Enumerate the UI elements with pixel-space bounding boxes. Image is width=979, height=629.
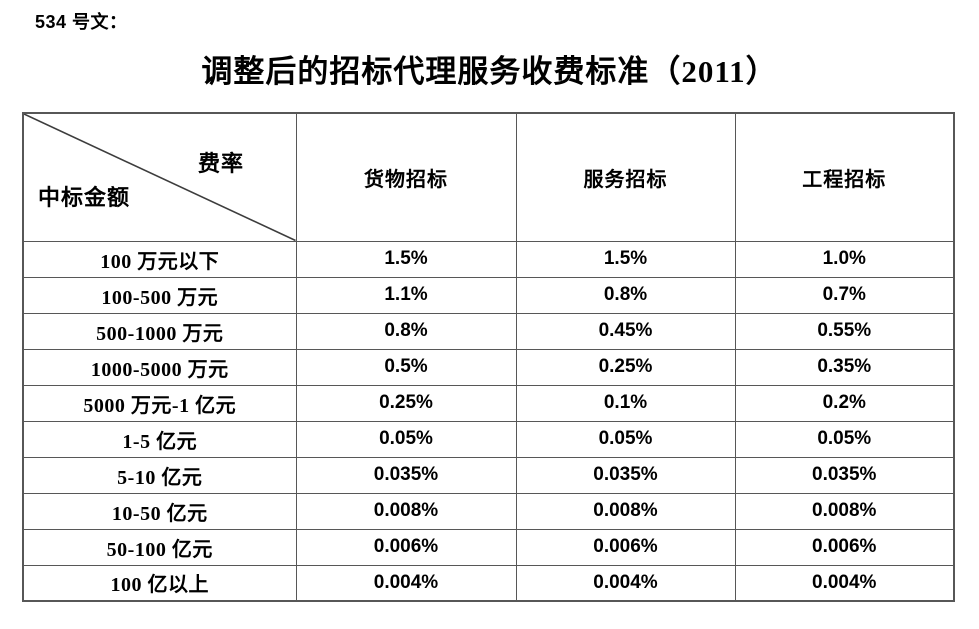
rate-cell: 0.006% xyxy=(515,528,736,566)
rate-cell: 1.5% xyxy=(515,240,736,278)
rate-cell: 0.25% xyxy=(515,348,736,386)
rate-cell: 0.035% xyxy=(734,456,955,494)
rate-cell: 0.05% xyxy=(734,420,955,458)
table-row: 10-50 亿元 0.008% 0.008% 0.008% xyxy=(22,492,955,530)
row-label: 50-100 亿元 xyxy=(22,528,297,566)
table-row: 1000-5000 万元 0.5% 0.25% 0.35% xyxy=(22,348,955,386)
rate-cell: 0.004% xyxy=(515,564,736,602)
header-row: 费率 中标金额 货物招标 服务招标 工程招标 xyxy=(22,112,955,242)
rate-cell: 1.0% xyxy=(734,240,955,278)
rate-cell: 0.5% xyxy=(295,348,517,386)
rate-cell: 0.7% xyxy=(734,276,955,314)
page-title: 调整后的招标代理服务收费标准（2011） xyxy=(201,54,778,89)
row-label: 5000 万元-1 亿元 xyxy=(22,384,297,422)
rate-cell: 0.035% xyxy=(295,456,517,494)
rate-cell: 0.004% xyxy=(295,564,517,602)
rate-cell: 0.8% xyxy=(515,276,736,314)
rate-cell: 0.008% xyxy=(734,492,955,530)
table-row: 100 万元以下 1.5% 1.5% 1.0% xyxy=(22,240,955,278)
row-label: 1-5 亿元 xyxy=(22,420,297,458)
rate-cell: 1.1% xyxy=(295,276,517,314)
row-label: 1000-5000 万元 xyxy=(22,348,297,386)
table-row: 1-5 亿元 0.05% 0.05% 0.05% xyxy=(22,420,955,458)
table-row: 100 亿以上 0.004% 0.004% 0.004% xyxy=(22,564,955,602)
row-label: 500-1000 万元 xyxy=(22,312,297,350)
rate-cell: 0.1% xyxy=(515,384,736,422)
column-header-goods-bidding: 货物招标 xyxy=(295,112,517,242)
rate-cell: 0.25% xyxy=(295,384,517,422)
table-row: 5-10 亿元 0.035% 0.035% 0.035% xyxy=(22,456,955,494)
rate-cell: 0.05% xyxy=(295,420,517,458)
table-row: 50-100 亿元 0.006% 0.006% 0.006% xyxy=(22,528,955,566)
fee-table: 费率 中标金额 货物招标 服务招标 工程招标 100 万元以下 1.5% 1.5… xyxy=(22,112,955,602)
rate-cell: 1.5% xyxy=(295,240,517,278)
rate-cell: 0.45% xyxy=(515,312,736,350)
column-header-service-bidding: 服务招标 xyxy=(515,112,736,242)
row-label: 100-500 万元 xyxy=(22,276,297,314)
rate-cell: 0.35% xyxy=(734,348,955,386)
row-label: 5-10 亿元 xyxy=(22,456,297,494)
rate-cell: 0.05% xyxy=(515,420,736,458)
column-header-engineering-bidding: 工程招标 xyxy=(734,112,955,242)
rate-cell: 0.55% xyxy=(734,312,955,350)
row-label: 10-50 亿元 xyxy=(22,492,297,530)
table-row: 100-500 万元 1.1% 0.8% 0.7% xyxy=(22,276,955,314)
corner-label-bid-amount: 中标金额 xyxy=(38,185,131,210)
row-label: 100 亿以上 xyxy=(22,564,297,602)
rate-cell: 0.006% xyxy=(734,528,955,566)
rate-cell: 0.008% xyxy=(295,492,517,530)
doc-number: 534 号文： xyxy=(35,12,128,32)
row-label: 100 万元以下 xyxy=(22,240,297,278)
rate-cell: 0.2% xyxy=(734,384,955,422)
corner-header-cell: 费率 中标金额 xyxy=(22,112,297,242)
corner-label-rate: 费率 xyxy=(198,151,245,176)
rate-cell: 0.8% xyxy=(295,312,517,350)
table-row: 5000 万元-1 亿元 0.25% 0.1% 0.2% xyxy=(22,384,955,422)
rate-cell: 0.035% xyxy=(515,456,736,494)
rate-cell: 0.004% xyxy=(734,564,955,602)
rate-cell: 0.006% xyxy=(295,528,517,566)
diagonal-divider-line xyxy=(24,114,296,241)
rate-cell: 0.008% xyxy=(515,492,736,530)
table-row: 500-1000 万元 0.8% 0.45% 0.55% xyxy=(22,312,955,350)
